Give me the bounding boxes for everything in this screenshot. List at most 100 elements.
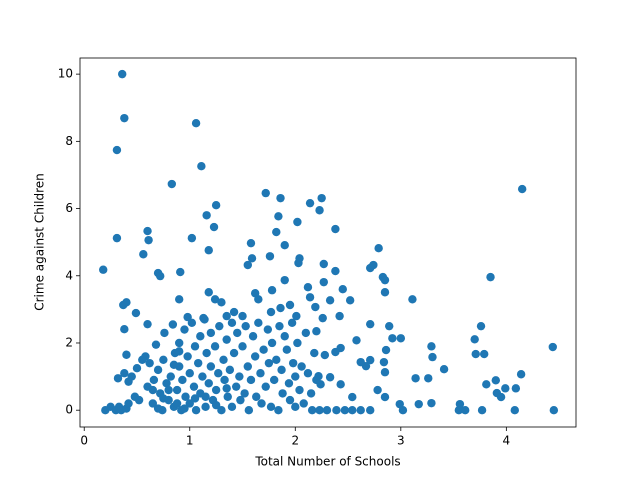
point xyxy=(428,352,437,362)
point xyxy=(210,342,220,351)
x-tick-label: 3 xyxy=(397,434,405,448)
point xyxy=(288,358,298,368)
point xyxy=(325,296,335,305)
point xyxy=(132,363,142,373)
point xyxy=(143,319,152,329)
point xyxy=(112,145,122,155)
point xyxy=(322,405,332,415)
point xyxy=(517,184,527,194)
point xyxy=(280,275,289,285)
point xyxy=(211,200,221,210)
point xyxy=(222,311,231,321)
point xyxy=(151,340,161,349)
point xyxy=(496,392,506,402)
point xyxy=(166,372,175,381)
point xyxy=(252,392,261,401)
point xyxy=(238,311,247,321)
point xyxy=(225,365,235,375)
point xyxy=(185,369,194,378)
point xyxy=(336,380,345,389)
point xyxy=(293,338,302,348)
x-tick-label: 4 xyxy=(503,434,511,448)
point xyxy=(366,319,375,329)
point xyxy=(263,325,273,334)
y-tick-label: 0 xyxy=(65,403,73,417)
point xyxy=(209,222,219,232)
point xyxy=(295,385,304,395)
point xyxy=(348,405,357,415)
point xyxy=(175,338,184,348)
point xyxy=(380,275,390,285)
point xyxy=(285,300,295,310)
point xyxy=(229,348,239,358)
point xyxy=(294,258,303,268)
point xyxy=(148,399,158,408)
point xyxy=(143,226,152,236)
point xyxy=(204,379,213,388)
point xyxy=(427,398,436,408)
point xyxy=(276,303,285,313)
point xyxy=(206,362,216,371)
point xyxy=(204,246,213,255)
point xyxy=(516,370,526,379)
point xyxy=(196,332,205,341)
y-tick-label: 10 xyxy=(58,67,73,81)
point xyxy=(338,285,347,294)
point xyxy=(217,405,226,415)
point xyxy=(476,321,486,331)
point xyxy=(385,321,394,331)
point xyxy=(134,395,144,405)
point xyxy=(348,392,357,402)
point xyxy=(427,342,436,351)
point xyxy=(311,302,320,312)
x-tick-label: 2 xyxy=(291,434,299,448)
point xyxy=(285,395,295,405)
x-axis-label: Total Number of Schools xyxy=(254,455,400,469)
point xyxy=(204,288,213,297)
point xyxy=(198,372,207,381)
point xyxy=(319,277,328,287)
point xyxy=(99,265,108,274)
point xyxy=(332,405,341,415)
point xyxy=(548,342,557,352)
point xyxy=(206,328,216,338)
point xyxy=(380,288,390,297)
point xyxy=(398,405,408,415)
point xyxy=(276,193,285,203)
point xyxy=(131,308,141,318)
point xyxy=(491,376,500,385)
point xyxy=(202,348,211,358)
y-tick-label: 8 xyxy=(65,134,73,148)
point xyxy=(374,244,383,253)
point xyxy=(486,272,495,282)
point xyxy=(340,405,350,415)
point xyxy=(227,318,237,328)
point xyxy=(172,385,182,395)
point xyxy=(460,405,470,415)
point xyxy=(439,364,449,374)
point xyxy=(215,321,224,331)
point xyxy=(219,355,228,364)
y-tick-label: 6 xyxy=(65,201,73,215)
point xyxy=(424,374,433,383)
point xyxy=(320,350,330,360)
point xyxy=(156,271,165,281)
point xyxy=(477,405,487,415)
point xyxy=(396,334,406,343)
point xyxy=(267,338,277,348)
point xyxy=(310,348,319,358)
point xyxy=(197,162,206,171)
point xyxy=(193,358,203,368)
point xyxy=(246,375,256,385)
point xyxy=(471,349,480,359)
point xyxy=(181,392,190,401)
point xyxy=(266,307,276,317)
point xyxy=(159,394,168,403)
point xyxy=(168,320,178,329)
point xyxy=(144,235,153,245)
point xyxy=(266,402,276,412)
point xyxy=(352,336,361,345)
point xyxy=(247,254,257,263)
point xyxy=(172,399,182,408)
